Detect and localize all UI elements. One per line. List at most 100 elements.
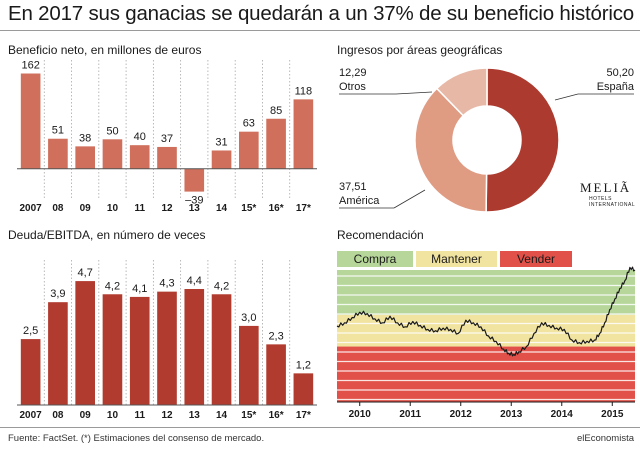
recommendation-chart-title: Recomendación [337,228,424,242]
profit-bar [266,118,286,169]
zone-mantener [337,314,635,347]
profit-bar [75,146,95,169]
zone-vender [337,346,635,402]
debt-chart-title: Deuda/EBITDA, en número de veces [8,228,206,242]
profit-bar [184,168,205,192]
profit-tick-label: 11 [134,203,145,214]
profit-data-label: 37 [161,133,173,145]
otros-name-label: Otros [339,81,366,93]
debt-bar [184,289,205,405]
debt-bar [102,294,123,405]
melia-logo-line2: INTERNATIONAL [589,202,635,208]
debt-tick-label: 11 [134,410,145,421]
debt-data-label: 3,9 [50,288,65,300]
profit-bar [211,150,232,169]
profit-data-label: –39 [185,195,203,207]
profit-bar [293,99,314,169]
debt-bar [239,325,259,405]
debt-bar [75,281,95,405]
title-divider [0,30,640,31]
profit-tick-label: 15* [241,203,256,214]
profit-data-label: 51 [52,125,64,137]
profit-tick-label: 12 [161,203,173,214]
rec-tick-label: 2014 [551,409,574,420]
profit-bar [129,145,150,169]
page-title: En 2017 sus ganacias se quedarán a un 37… [8,2,634,25]
profit-tick-label: 08 [52,203,64,214]
rec-tick-label: 2010 [349,409,372,420]
slice-otros [435,67,488,117]
debt-bar [129,296,150,405]
debt-bar [20,339,41,405]
rec-tick-label: 2015 [601,409,624,420]
debt-tick-label: 2007 [20,410,43,421]
zone-compra [337,270,635,315]
debt-tick-label: 14 [216,410,228,421]
espana-leader-line [554,93,579,101]
debt-data-label: 4,4 [187,275,202,287]
profit-tick-label: 13 [189,203,201,214]
profit-bar [102,139,123,169]
slice-espana [485,67,560,213]
debt-tick-label: 17* [296,410,311,421]
debt-bar [293,373,314,405]
recommendation-line [336,266,636,357]
legend-swatch-mantener [416,251,497,267]
debt-data-label: 4,2 [105,280,120,292]
debt-data-label: 4,7 [78,267,93,279]
america-value-label: 37,51 [339,181,367,193]
footer-source: Fuente: FactSet. (*) Estimaciones del co… [8,433,265,444]
profit-tick-label: 14 [216,203,228,214]
debt-tick-label: 09 [80,410,92,421]
profit-tick-label: 17* [296,203,311,214]
footer-brand: elEconomista [576,433,634,444]
melia-logo-name: MELIÃ [580,180,631,195]
legend-swatch-vender [500,251,572,267]
debt-bar [157,291,177,405]
slice-america [414,87,488,213]
debt-data-label: 2,5 [23,325,38,337]
debt-data-label: 4,1 [132,283,147,295]
profit-data-label: 40 [134,131,146,143]
espana-name-label: España [597,81,635,93]
otros-leader-line [395,91,433,95]
debt-bar [48,302,68,405]
america-leader-line [393,189,426,209]
debt-data-label: 2,3 [268,330,283,342]
profit-tick-label: 2007 [20,203,43,214]
debt-data-label: 4,2 [214,280,229,292]
rec-tick-label: 2012 [450,409,473,420]
debt-tick-label: 08 [52,410,64,421]
debt-data-label: 4,3 [159,278,174,290]
legend-swatch-compra [337,251,413,267]
debt-data-label: 3,0 [241,312,256,324]
profit-data-label: 50 [106,125,118,137]
profit-data-label: 118 [295,85,313,97]
legend-label-mantener: Mantener [431,252,482,266]
america-name-label: América [339,195,380,207]
profit-tick-label: 16* [269,203,284,214]
profit-data-label: 31 [215,136,227,148]
legend-label-compra: Compra [354,252,397,266]
profit-data-label: 38 [79,132,91,144]
profit-bar [239,131,259,169]
footer-divider [0,427,640,428]
profit-tick-label: 10 [107,203,119,214]
espana-value-label: 50,20 [606,67,634,79]
profit-data-label: 162 [21,60,39,72]
revenue-chart-title: Ingresos por áreas geográficas [337,43,503,57]
profit-bar [48,138,68,169]
rec-tick-label: 2013 [500,409,523,420]
rec-tick-label: 2011 [399,409,421,420]
profit-tick-label: 09 [80,203,92,214]
profit-data-label: 85 [270,105,282,117]
debt-bar [266,344,286,405]
profit-bar [20,73,41,169]
debt-bar [211,294,232,405]
debt-tick-label: 16* [269,410,284,421]
legend-label-vender: Vender [517,252,555,266]
